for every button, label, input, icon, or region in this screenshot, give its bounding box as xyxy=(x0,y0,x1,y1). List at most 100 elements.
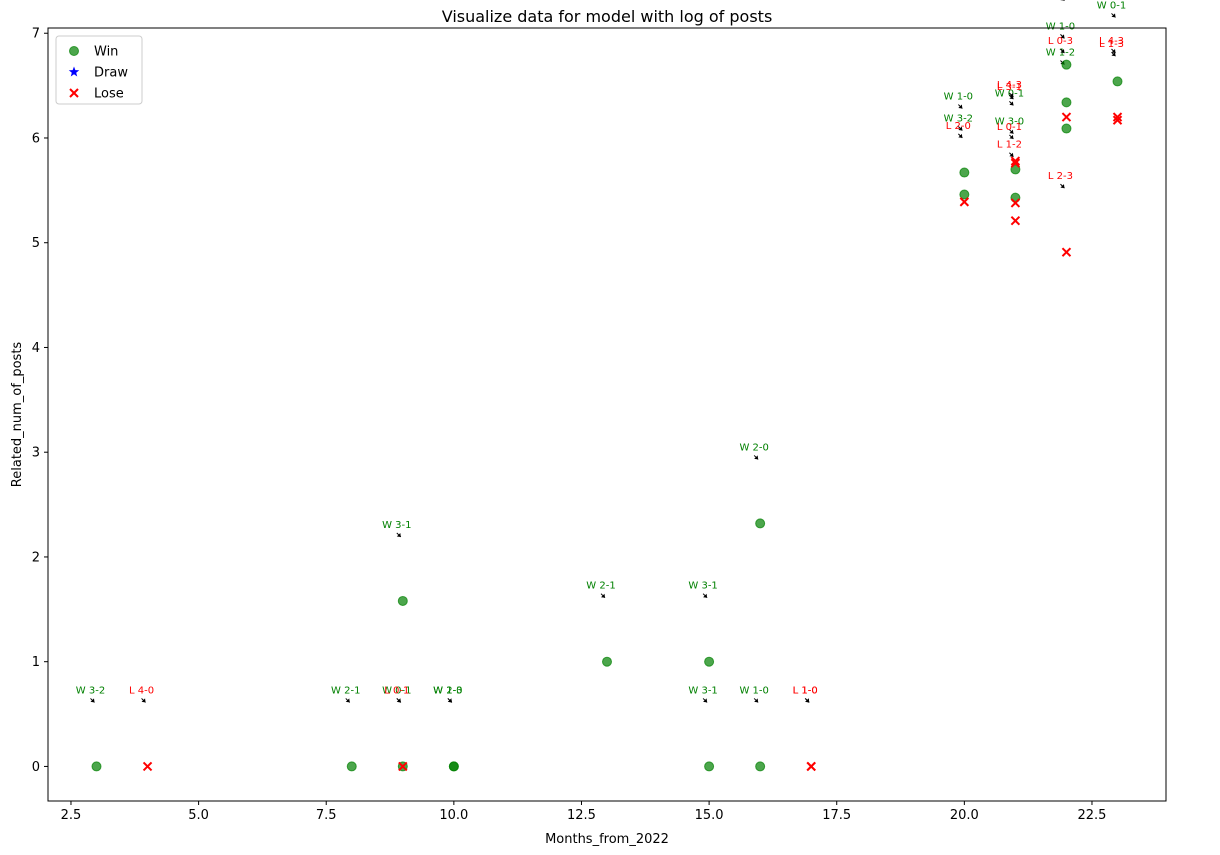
annotation-label: W 3-1 xyxy=(688,685,717,696)
lose-mark-stroke xyxy=(1061,112,1072,122)
annotation-label: W 0-1 xyxy=(382,685,411,696)
lose-point xyxy=(1010,156,1021,166)
y-axis-label: Related_num_of_posts xyxy=(10,342,25,488)
win-point xyxy=(448,761,459,772)
win-point xyxy=(91,761,102,772)
annotation-arrowhead xyxy=(703,593,708,598)
lose-mark-stroke xyxy=(1061,247,1072,257)
annotation-arrowhead xyxy=(396,698,401,703)
y-tick-label: 1 xyxy=(32,655,40,670)
annotation-label: W 2-0 xyxy=(433,685,462,696)
x-tick-label: 15.0 xyxy=(695,808,724,823)
annotation-label: W 2-0 xyxy=(739,442,768,453)
annotation-label: W 1-3 xyxy=(433,685,462,696)
annotation-label: W 3-2 xyxy=(76,685,105,696)
annotation-arrowhead xyxy=(345,698,350,703)
win-point xyxy=(397,595,408,606)
annotation-label: L 1-2 xyxy=(997,140,1022,151)
annotation-label: W 1-0 xyxy=(1046,21,1075,32)
annotation-arrowhead xyxy=(1009,134,1014,139)
lose-point xyxy=(142,761,153,772)
lose-point xyxy=(1112,112,1123,122)
win-point xyxy=(1010,164,1021,175)
legend: Win Draw Lose xyxy=(55,35,143,105)
win-point xyxy=(1061,123,1072,134)
lose-point xyxy=(1061,112,1072,122)
annotation-arrowhead xyxy=(958,126,963,131)
annotation-label: L 0-3 xyxy=(1048,36,1073,47)
chart-title: Visualize data for model with log of pos… xyxy=(442,7,773,26)
legend-win-marker xyxy=(69,46,79,56)
lose-point xyxy=(398,761,408,772)
y-tick-label: 0 xyxy=(32,760,40,775)
axis-ticks: 2.5 5.0 7.5 10.0 12.5 15.0 17.5 20.0 22.5 0 1 2 3 4 5 6… xyxy=(32,27,1107,823)
annotation-label: L 0-1 xyxy=(384,685,409,696)
lose-mark-stroke xyxy=(1010,198,1021,208)
lose-point xyxy=(959,197,970,207)
legend-label: Win xyxy=(94,45,118,60)
lose-point xyxy=(1010,198,1021,208)
annotation-arrowhead xyxy=(90,698,95,703)
win-point xyxy=(1112,76,1123,87)
lose-mark-stroke xyxy=(1010,158,1021,168)
annotation-label: L 2-0 xyxy=(946,121,971,132)
legend-lose-marker xyxy=(69,88,79,98)
lose-point xyxy=(1112,115,1123,125)
x-tick-label: 7.5 xyxy=(316,808,337,823)
annotation-arrowhead xyxy=(1060,0,1065,1)
annotation-arrowhead xyxy=(1111,52,1116,57)
annotation-arrowhead xyxy=(447,698,452,703)
lose-mark-stroke xyxy=(806,761,816,772)
annotation-arrowhead xyxy=(754,455,759,460)
legend-label: Lose xyxy=(94,87,124,102)
annotation-label: W 0-1 xyxy=(1097,0,1126,11)
annotation-label: L 2-3 xyxy=(1048,171,1073,182)
annotation-label: W 0-1 xyxy=(995,88,1024,99)
win-point xyxy=(959,189,970,200)
annotation-arrowhead xyxy=(1060,49,1065,54)
annotation-arrowhead xyxy=(1009,95,1014,100)
legend-label: Draw xyxy=(94,66,128,81)
lose-mark-stroke xyxy=(1112,115,1123,125)
annotation-arrowhead xyxy=(1009,101,1014,106)
annotation-label: W 2-1 xyxy=(586,581,615,592)
annotation-arrowhead xyxy=(805,698,810,703)
annotation-arrowhead xyxy=(1060,34,1065,39)
annotation-arrowhead xyxy=(703,698,708,703)
x-axis-label: Months_from_2022 xyxy=(545,832,669,847)
annotation-arrowhead xyxy=(1009,129,1014,134)
lose-mark-stroke xyxy=(142,761,153,772)
annotation-label: L 1-3 xyxy=(1099,39,1124,50)
annotation-label: L 1-0 xyxy=(793,685,818,696)
lose-mark-stroke xyxy=(1010,156,1021,166)
win-point xyxy=(704,656,715,667)
legend-lose-stroke xyxy=(69,88,79,98)
annotation-arrowhead xyxy=(1009,152,1014,157)
x-tick-label: 10.0 xyxy=(439,808,468,823)
lose-point xyxy=(806,761,816,772)
lose-point xyxy=(1010,158,1021,168)
y-tick-label: 3 xyxy=(32,446,40,461)
y-tick-label: 7 xyxy=(32,27,40,42)
annotation-label: L 4-3 xyxy=(1099,36,1124,47)
annotation-label: W 1-0 xyxy=(739,685,768,696)
annotation-label: W 3-1 xyxy=(382,520,411,531)
win-point xyxy=(704,761,715,772)
lose-mark-stroke xyxy=(1010,216,1021,226)
annotation-arrowhead xyxy=(958,133,963,138)
win-point xyxy=(1061,97,1072,108)
annotation-label: W 1-2 xyxy=(1046,48,1075,59)
annotation-label: W 3-0 xyxy=(995,117,1024,128)
annotation-arrowhead xyxy=(396,532,401,537)
lose-point xyxy=(1010,216,1021,226)
x-tick-label: 5.0 xyxy=(188,808,209,823)
legend-draw-marker xyxy=(68,66,80,77)
annotation-arrowhead xyxy=(754,698,759,703)
annotation-arrowhead xyxy=(1111,49,1116,54)
annotation-label: L 1-0 xyxy=(793,685,818,696)
annotation-arrowhead xyxy=(1060,184,1065,189)
win-point xyxy=(755,518,766,529)
win-point xyxy=(755,761,766,772)
